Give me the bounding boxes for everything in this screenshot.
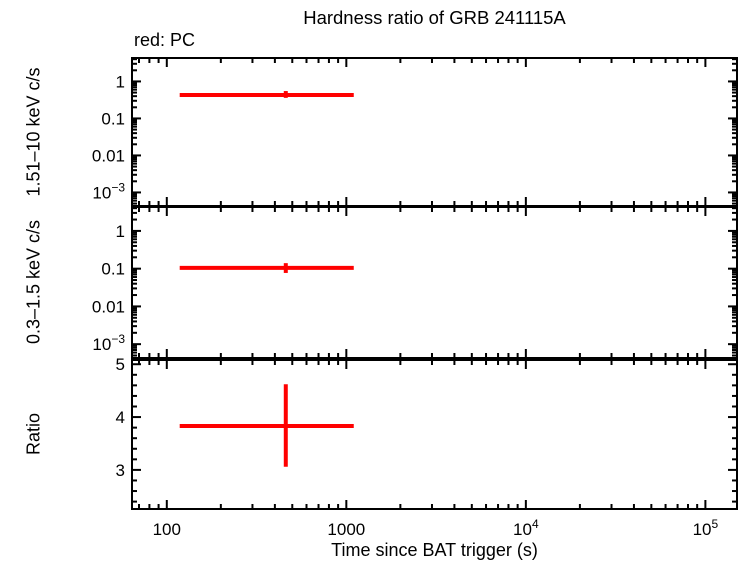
panel-hardness-ratio: 3 4 5 bbox=[116, 355, 738, 510]
panel-hard-band-rate: 1 0.1 0.01 10−3 bbox=[92, 57, 738, 207]
mode-legend-label: red: PC bbox=[134, 30, 196, 50]
x-axis-label: Time since BAT trigger (s) bbox=[331, 540, 538, 560]
data-point-cross bbox=[179, 384, 354, 467]
x-tick-label: 104 bbox=[513, 517, 539, 539]
y-tick-label: 0.1 bbox=[101, 109, 125, 128]
y-tick-label: 3 bbox=[116, 461, 125, 480]
x-tick-label: 105 bbox=[693, 517, 719, 539]
y-tick-label: 1 bbox=[116, 222, 125, 241]
y-tick-label: 0.1 bbox=[101, 260, 125, 279]
data-point-cross bbox=[179, 91, 354, 98]
y-tick-label: 0.01 bbox=[92, 146, 125, 165]
x-tick-label: 100 bbox=[153, 520, 181, 539]
x-tick-label: 1000 bbox=[327, 520, 365, 539]
y-tick-label: 1 bbox=[116, 72, 125, 91]
y-tick-label: 0.01 bbox=[92, 297, 125, 316]
data-point-cross bbox=[179, 263, 354, 273]
y-tick-label: 10−3 bbox=[92, 180, 125, 202]
chart-title: Hardness ratio of GRB 241115A bbox=[303, 7, 566, 28]
y-tick-label: 5 bbox=[116, 355, 125, 374]
y-tick-label: 10−3 bbox=[92, 332, 125, 354]
panel-soft-band-rate: 1 0.1 0.01 10−3 bbox=[92, 206, 738, 359]
y-tick-label: 4 bbox=[116, 408, 125, 427]
